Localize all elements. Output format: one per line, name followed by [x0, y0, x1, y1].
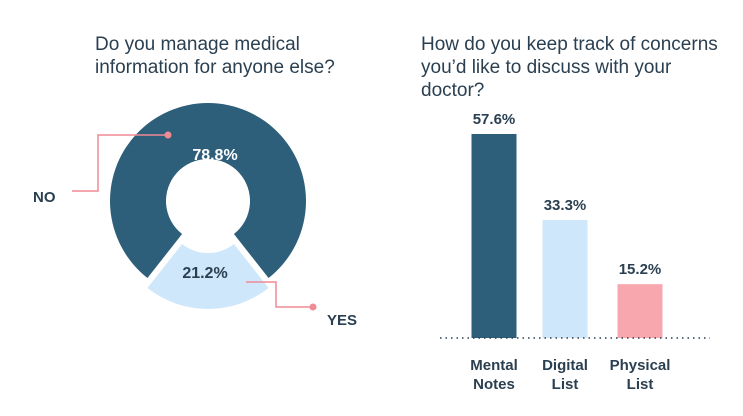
donut-slice-yes	[147, 244, 269, 309]
bar-category-label: Mental	[470, 357, 518, 374]
bar-chart: 57.6% Mental Notes 33.3% Digital List 15.2% Phy…	[440, 111, 710, 393]
bar-physical-list	[617, 284, 663, 338]
donut-slice-no	[109, 103, 306, 279]
donut-value-label-yes: 21.2%	[182, 265, 227, 282]
bar-category-label: List	[627, 376, 654, 393]
donut-chart: 78.8% 21.2% NO YES	[33, 103, 357, 329]
donut-value-label-no: 78.8%	[192, 147, 237, 164]
donut-chart-title: Do you manage medical information for an…	[95, 34, 335, 78]
donut-category-label-yes: YES	[327, 312, 357, 329]
bar-category-label: Physical	[610, 357, 671, 374]
bar-category-label: List	[552, 376, 579, 393]
donut-category-label-no: NO	[33, 189, 56, 206]
bar-value-label: 33.3%	[544, 197, 587, 214]
bar-category-label: Digital	[542, 357, 588, 374]
callout-dot-no	[164, 131, 172, 139]
bar-value-label: 57.6%	[473, 111, 516, 128]
bar-value-label: 15.2%	[619, 261, 662, 278]
bar-mental-notes	[471, 134, 517, 338]
bar-digital-list	[542, 220, 588, 338]
callout-line-yes	[246, 281, 313, 308]
bar-chart-title: How do you keep track of concerns you’d …	[421, 34, 718, 101]
callout-dot-yes	[309, 303, 317, 311]
bar-category-label: Notes	[473, 376, 515, 393]
callout-line-no	[72, 134, 168, 192]
